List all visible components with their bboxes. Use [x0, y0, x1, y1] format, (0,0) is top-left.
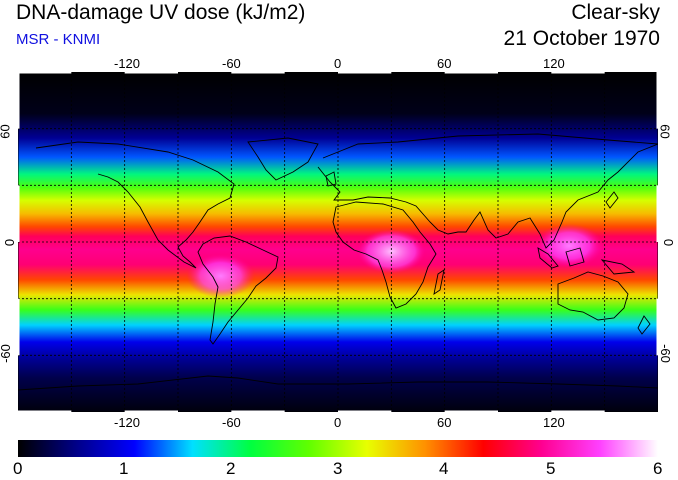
lat-label-right: -60	[657, 344, 673, 363]
british-isles-coast	[325, 171, 337, 187]
colorbar-tick-label: 2	[226, 459, 236, 478]
south-america-coast	[197, 235, 279, 345]
borneo-coast	[565, 247, 585, 267]
graticule	[18, 72, 658, 412]
dose-hotspot	[535, 223, 604, 268]
sumatra-coast	[537, 247, 559, 269]
lat-label-right: 0	[661, 238, 677, 247]
colorbar	[18, 440, 658, 457]
lon-label-top: 120	[543, 56, 565, 71]
japan-coast	[605, 191, 619, 209]
colorbar-tick-label: 4	[439, 459, 449, 478]
colorbar-tick-label: 1	[119, 459, 129, 478]
lon-label-bottom: -120	[114, 415, 141, 430]
madagascar-coast	[433, 269, 445, 295]
lat-label-left: 60	[0, 124, 13, 139]
date-label: 21 October 1970	[503, 27, 660, 50]
eurasia-coast	[317, 133, 658, 249]
map-title: DNA-damage UV dose (kJ/m2)	[16, 1, 306, 24]
dose-hotspot	[357, 229, 426, 274]
lon-label-bottom: 0	[334, 415, 342, 430]
colorbar-tick-label: 3	[333, 459, 343, 478]
lat-label-left: 0	[2, 238, 18, 247]
lon-label-bottom: -60	[222, 415, 241, 430]
lat-label-right: 60	[657, 124, 673, 139]
australia-coast	[557, 271, 629, 321]
lon-label-top: 0	[334, 56, 342, 71]
uv-dose-map	[18, 72, 658, 412]
lon-label-top: 60	[437, 56, 452, 71]
lon-label-bottom: 120	[543, 415, 565, 430]
map-subtitle: MSR - KNMI	[16, 31, 101, 48]
lat-label-left: -60	[0, 344, 13, 363]
coastlines	[18, 133, 658, 391]
new-zealand-coast	[637, 315, 651, 335]
colorbar-tick-label: 5	[546, 459, 556, 478]
dose-hotspot	[186, 254, 255, 298]
sky-condition-label: Clear-sky	[571, 1, 660, 24]
lon-label-top: -120	[114, 56, 141, 71]
north-america-coast	[35, 141, 235, 269]
africa-coast	[332, 201, 437, 309]
colorbar-tick-label: 6	[653, 459, 663, 478]
greenland-coast	[247, 137, 319, 181]
lon-label-bottom: 60	[437, 415, 452, 430]
antarctica-coast	[18, 375, 658, 391]
new-guinea-coast	[600, 259, 636, 275]
lon-label-top: -60	[222, 56, 241, 71]
colorbar-tick-label: 0	[13, 459, 23, 478]
